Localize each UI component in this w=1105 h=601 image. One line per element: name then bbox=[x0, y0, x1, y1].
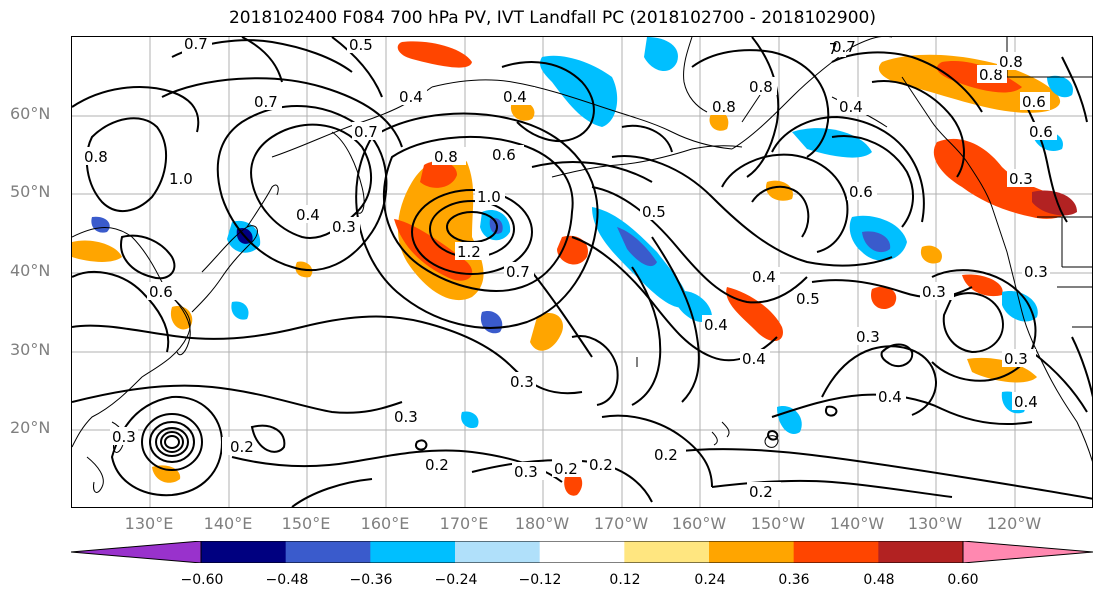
contour-label: 0.6 bbox=[849, 183, 873, 201]
map-svg: 0.5 0.4 0.7 0.7 0.4 0.8 0.8 1.0 0.7 0.4 … bbox=[72, 37, 1092, 507]
lon-label-120w: 120°W bbox=[986, 514, 1042, 533]
contour-label: 0.4 bbox=[503, 88, 527, 106]
positive-anomaly-shading bbox=[72, 41, 1077, 496]
contour-labels: 0.5 0.4 0.7 0.7 0.4 0.8 0.8 1.0 0.7 0.4 … bbox=[82, 37, 1057, 501]
contour-label: 0.4 bbox=[399, 88, 423, 106]
contour-label: 0.8 bbox=[712, 98, 736, 116]
contour-label: 0.2 bbox=[425, 456, 449, 474]
lon-label-130w: 130°W bbox=[907, 514, 963, 533]
colorbar-segment bbox=[793, 541, 879, 563]
lat-label-20n: 20°N bbox=[10, 418, 51, 437]
map-panel[interactable]: 0.5 0.4 0.7 0.7 0.4 0.8 0.8 1.0 0.7 0.4 … bbox=[71, 36, 1093, 508]
contour-label: 0.5 bbox=[349, 37, 373, 54]
colorbar-segment bbox=[201, 541, 287, 563]
colorbar-segment bbox=[285, 541, 371, 563]
map-title: 2018102400 F084 700 hPa PV, IVT Landfall… bbox=[228, 8, 876, 28]
negative-anomaly-shading bbox=[91, 37, 1073, 435]
colorbar-segments bbox=[201, 541, 964, 563]
pv-contours bbox=[72, 37, 1092, 507]
contour-label: 1.0 bbox=[477, 188, 501, 206]
contour-label: 0.3 bbox=[332, 218, 356, 236]
contour-label: 0.3 bbox=[922, 283, 946, 301]
contour-label: 0.4 bbox=[296, 206, 320, 224]
contour-label: 0.2 bbox=[230, 438, 254, 456]
contour-label: 0.2 bbox=[749, 483, 773, 501]
contour-label: 0.7 bbox=[184, 37, 208, 53]
lon-label-150e: 150°E bbox=[281, 514, 331, 533]
contour-label: 0.3 bbox=[112, 428, 136, 446]
colorbar-tick: 0.12 bbox=[609, 572, 641, 588]
colorbar-segment bbox=[539, 541, 625, 563]
contour-label: 0.8 bbox=[979, 66, 1003, 84]
contour-label: 0.3 bbox=[1009, 170, 1033, 188]
contour-label: 0.4 bbox=[839, 98, 863, 116]
contour-label: 0.4 bbox=[704, 316, 728, 334]
contour-label: 0.4 bbox=[752, 268, 776, 286]
contour-label: 0.2 bbox=[589, 456, 613, 474]
colorbar-tick: −0.60 bbox=[180, 572, 224, 588]
contour-label: 0.7 bbox=[506, 263, 530, 281]
contour-label: 0.6 bbox=[1029, 123, 1053, 141]
lon-label-170e: 170°E bbox=[439, 514, 489, 533]
lon-label-160w: 160°W bbox=[671, 514, 727, 533]
contour-label: 1.0 bbox=[169, 170, 193, 188]
contour-label: 0.3 bbox=[1024, 263, 1048, 281]
colorbar-tick: 0.24 bbox=[694, 572, 726, 588]
contour-label: 0.8 bbox=[749, 78, 773, 96]
colorbar-tick: −0.36 bbox=[349, 572, 393, 588]
contour-label: 0.8 bbox=[999, 53, 1023, 71]
contour-label: 0.8 bbox=[434, 148, 458, 166]
lon-label-150w: 150°W bbox=[750, 514, 806, 533]
contour-label: 0.4 bbox=[878, 388, 902, 406]
lat-label-50n: 50°N bbox=[10, 182, 51, 201]
colorbar-tick: −0.24 bbox=[434, 572, 478, 588]
contour-label: 0.5 bbox=[642, 203, 666, 221]
colorbar-extend-right bbox=[962, 541, 1093, 563]
contour-label: 0.8 bbox=[84, 148, 108, 166]
contour-label: 0.6 bbox=[149, 283, 173, 301]
contour-label: 0.7 bbox=[254, 93, 278, 111]
lat-label-60n: 60°N bbox=[10, 104, 51, 123]
contour-label: 0.3 bbox=[1004, 350, 1028, 368]
contour-label: 0.5 bbox=[796, 290, 820, 308]
colorbar-tick: −0.12 bbox=[518, 572, 562, 588]
lon-label-160e: 160°E bbox=[360, 514, 410, 533]
colorbar-tick: −0.48 bbox=[265, 572, 309, 588]
colorbar-extend-left bbox=[71, 541, 202, 563]
colorbar-tick: 0.48 bbox=[863, 572, 895, 588]
contour-label: 0.3 bbox=[394, 408, 418, 426]
contour-label: 0.6 bbox=[492, 146, 516, 164]
contour-label: 0.4 bbox=[742, 350, 766, 368]
lon-label-170w: 170°W bbox=[593, 514, 649, 533]
contour-label: 0.6 bbox=[1022, 93, 1046, 111]
contour-label: 0.7 bbox=[354, 123, 378, 141]
colorbar-tick: 0.60 bbox=[947, 572, 979, 588]
contour-label: 1.2 bbox=[457, 243, 481, 261]
lon-label-140e: 140°E bbox=[203, 514, 253, 533]
colorbar-segment bbox=[624, 541, 710, 563]
contour-label: 0.3 bbox=[514, 463, 538, 481]
colorbar bbox=[71, 541, 1093, 563]
colorbar-segment bbox=[709, 541, 795, 563]
contour-label: 0.3 bbox=[510, 373, 534, 391]
contour-label: 0.2 bbox=[654, 446, 678, 464]
lat-label-30n: 30°N bbox=[10, 340, 51, 359]
colorbar-segment bbox=[455, 541, 541, 563]
lat-label-40n: 40°N bbox=[10, 261, 51, 280]
contour-label: 0.7 bbox=[832, 38, 856, 56]
colorbar-tick: 0.36 bbox=[778, 572, 810, 588]
contour-label: 0.2 bbox=[554, 460, 578, 478]
lon-label-180w: 180°W bbox=[514, 514, 570, 533]
lon-label-140w: 140°W bbox=[829, 514, 885, 533]
lon-label-130e: 130°E bbox=[124, 514, 174, 533]
colorbar-segment bbox=[370, 541, 456, 563]
colorbar-segment bbox=[878, 541, 964, 563]
contour-label: 0.3 bbox=[856, 328, 880, 346]
contour-label: 0.4 bbox=[1014, 393, 1038, 411]
